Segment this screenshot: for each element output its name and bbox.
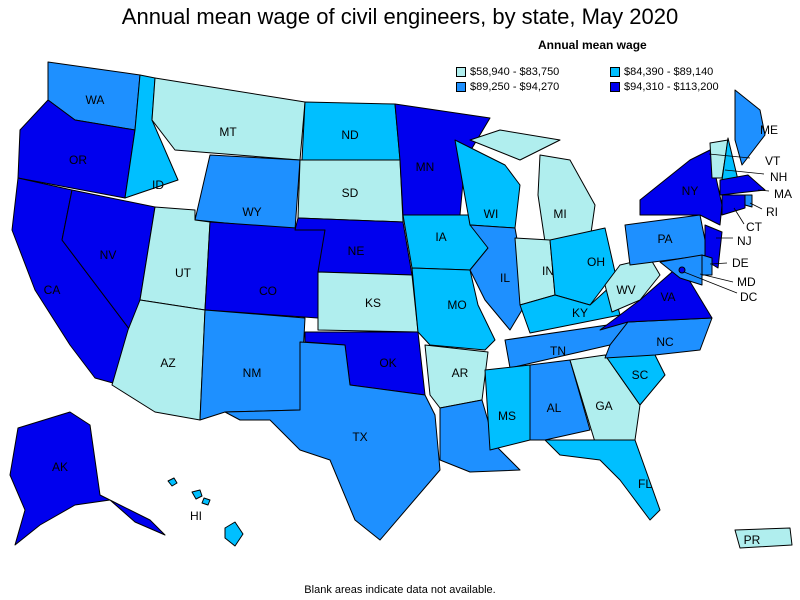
state-label-mn: MN — [416, 160, 435, 174]
state-wv — [604, 257, 661, 313]
state-label-md: MD — [737, 275, 756, 289]
state-co — [204, 221, 326, 319]
state-de — [701, 254, 713, 276]
legend-item: $84,390 - $89,140 — [610, 66, 713, 78]
state-label-id: ID — [152, 178, 164, 192]
state-label-tx: TX — [352, 430, 367, 444]
state-label-ri: RI — [766, 205, 778, 219]
state-label-wy: WY — [242, 205, 261, 219]
state-ny — [639, 149, 723, 226]
state-dc — [678, 266, 686, 274]
state-label-ky: KY — [572, 306, 588, 320]
state-label-ct: CT — [746, 220, 763, 234]
state-ak — [9, 411, 166, 546]
state-label-nm: NM — [243, 366, 262, 380]
state-label-nv: NV — [100, 248, 117, 262]
state-label-ne: NE — [348, 244, 365, 258]
leader-line-ct — [733, 207, 745, 225]
state-label-nc: NC — [656, 335, 674, 349]
legend-title: Annual mean wage — [538, 38, 647, 52]
leader-line-ri — [749, 202, 763, 210]
state-tx — [224, 341, 441, 541]
state-label-ia: IA — [435, 230, 446, 244]
state-label-sd: SD — [342, 186, 359, 200]
legend-label: $94,310 - $113,200 — [624, 81, 719, 93]
state-la — [439, 399, 521, 473]
legend-swatch — [456, 67, 466, 77]
state-label-pa: PA — [657, 232, 672, 246]
state-fl — [544, 439, 661, 521]
state-label-or: OR — [69, 153, 87, 167]
footnote: Blank areas indicate data not available. — [304, 584, 496, 596]
state-oh — [549, 227, 616, 306]
state-label-va: VA — [660, 290, 675, 304]
state-hi — [167, 477, 244, 547]
state-label-ar: AR — [452, 366, 469, 380]
state-al — [529, 359, 591, 441]
state-nm — [199, 309, 306, 421]
leader-line-de — [709, 262, 728, 265]
state-label-co: CO — [259, 284, 277, 298]
state-ms — [484, 364, 531, 451]
state-label-ak: AK — [52, 460, 68, 474]
state-label-wv: WV — [616, 283, 635, 297]
state-label-hi: HI — [190, 509, 202, 523]
state-label-me: ME — [760, 123, 778, 137]
state-label-sc: SC — [632, 368, 649, 382]
state-me — [734, 89, 766, 166]
state-label-az: AZ — [160, 356, 175, 370]
state-label-in: IN — [542, 264, 554, 278]
state-label-pr: PR — [744, 533, 761, 547]
state-ga — [569, 354, 641, 443]
legend-item: $89,250 - $94,270 — [456, 81, 559, 93]
state-label-nh: NH — [770, 170, 787, 184]
state-ri — [744, 194, 753, 208]
state-label-il: IL — [500, 271, 510, 285]
state-label-ny: NY — [682, 184, 699, 198]
map-title: Annual mean wage of civil engineers, by … — [121, 4, 679, 29]
legend-swatch — [610, 82, 620, 92]
state-label-ut: UT — [175, 266, 192, 280]
state-label-nj: NJ — [737, 234, 752, 248]
state-label-oh: OH — [587, 255, 605, 269]
state-label-nd: ND — [341, 128, 359, 142]
state-ma — [719, 174, 766, 196]
state-label-dc: DC — [740, 290, 758, 304]
state-label-ca: CA — [44, 283, 61, 297]
leader-line-ma — [757, 189, 770, 192]
state-label-mi: MI — [553, 207, 566, 221]
legend-swatch — [610, 67, 620, 77]
state-label-wi: WI — [484, 207, 499, 221]
state-label-ms: MS — [498, 409, 516, 423]
leader-line-dc — [683, 271, 738, 294]
state-va — [599, 264, 713, 331]
state-label-al: AL — [547, 401, 562, 415]
state-label-ks: KS — [365, 296, 381, 310]
leader-line-vt — [708, 153, 751, 159]
legend-label: $84,390 - $89,140 — [624, 66, 714, 78]
state-mo — [411, 267, 496, 351]
state-pr — [734, 527, 793, 549]
legend-item: $94,310 - $113,200 — [610, 81, 719, 93]
state-label-tn: TN — [550, 344, 566, 358]
state-label-vt: VT — [765, 154, 781, 168]
leader-line-nh — [724, 169, 765, 175]
state-label-mo: MO — [447, 298, 466, 312]
state-label-ga: GA — [595, 399, 612, 413]
legend-label: $58,940 - $83,750 — [470, 66, 560, 78]
state-label-fl: FL — [638, 477, 652, 491]
leader-line-md — [699, 273, 734, 283]
state-label-ok: OK — [379, 356, 396, 370]
state-label-ma: MA — [774, 187, 792, 201]
state-label-mt: MT — [219, 125, 237, 139]
state-label-de: DE — [732, 256, 749, 270]
legend-swatch — [456, 82, 466, 92]
legend-item: $58,940 - $83,750 — [456, 66, 559, 78]
state-label-wa: WA — [86, 93, 105, 107]
legend-label: $89,250 - $94,270 — [470, 81, 560, 93]
state-mt — [151, 77, 306, 161]
state-ct — [721, 194, 746, 216]
